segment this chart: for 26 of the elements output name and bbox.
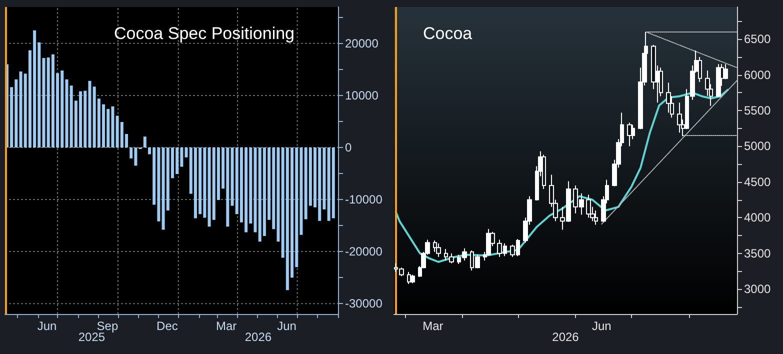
- x-tick-label: Jun: [592, 319, 612, 333]
- text: Cocoa Spec Positioning: [114, 24, 295, 43]
- y-tick-label: 20000: [345, 36, 379, 50]
- y-tick-label: -10000: [345, 192, 383, 207]
- x-tick-label: Sep: [96, 319, 118, 333]
- x-tick-label: Dec: [156, 319, 178, 333]
- y-tick-label: 3500: [744, 246, 772, 260]
- y-tick-label: 5000: [744, 139, 772, 154]
- x-tick-label: Mar: [422, 319, 444, 333]
- x-tick-label: Jun: [37, 319, 57, 333]
- text: 2025: [78, 330, 106, 344]
- y-tick-label: 4500: [744, 174, 772, 189]
- y-tick-label: -30000: [345, 296, 383, 311]
- x-tick-label: Mar: [216, 319, 237, 333]
- y-tick-label: 6000: [744, 68, 772, 82]
- text: Cocoa: [423, 24, 473, 43]
- text: 2026: [244, 330, 272, 344]
- y-tick-label: 3000: [744, 282, 772, 296]
- y-tick-label: -20000: [345, 244, 383, 259]
- x-tick-label: Jun: [277, 319, 296, 333]
- y-tick-label: 5500: [744, 104, 772, 118]
- y-tick-label: 4000: [744, 210, 772, 225]
- y-tick-label: 0: [345, 140, 352, 154]
- text: 2026: [552, 330, 580, 344]
- y-tick-label: 6500: [744, 32, 772, 46]
- y-tick-label: 10000: [345, 88, 379, 102]
